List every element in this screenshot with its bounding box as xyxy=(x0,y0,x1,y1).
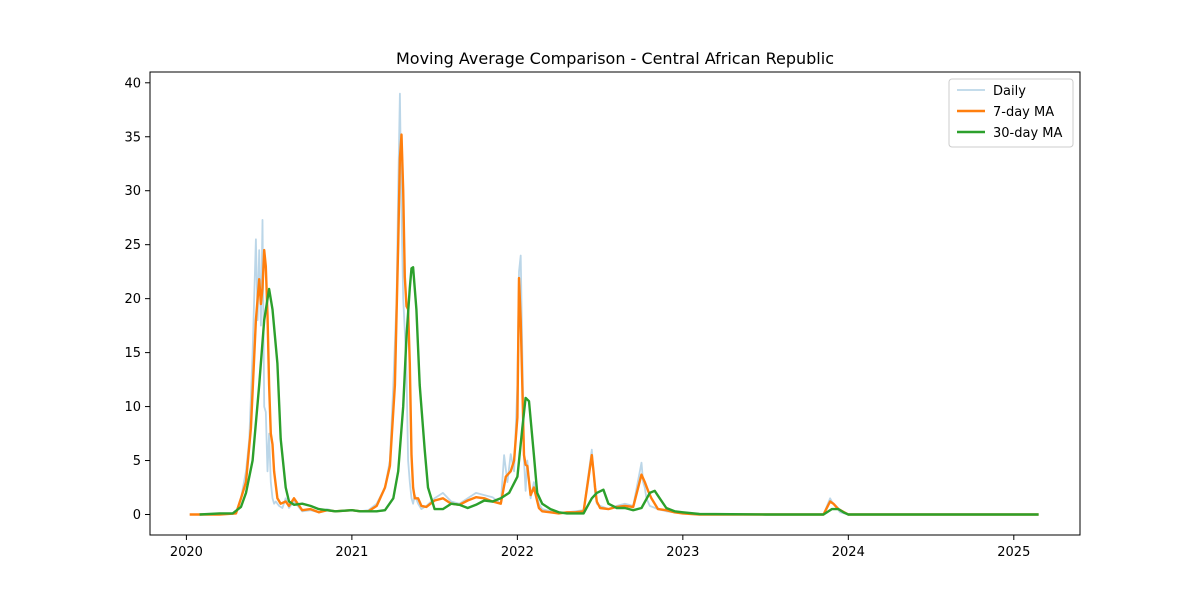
y-tick-label: 0 xyxy=(133,508,141,523)
y-tick-label: 5 xyxy=(133,454,141,469)
chart-title: Moving Average Comparison - Central Afri… xyxy=(396,49,834,68)
x-tick-label: 2020 xyxy=(170,545,203,560)
y-tick-label: 35 xyxy=(124,130,141,145)
series-line-30-day-ma xyxy=(199,266,1039,516)
x-axis: 2020 2021 2022 2023 2024 2025 xyxy=(170,535,1030,560)
y-axis: 0 5 10 15 20 25 30 35 40 xyxy=(124,76,150,523)
x-tick-label: 2021 xyxy=(335,545,368,560)
y-tick-label: 25 xyxy=(124,238,141,253)
x-tick-label: 2023 xyxy=(666,545,699,560)
legend-box xyxy=(948,78,1074,148)
legend: Daily 7-day MA 30-day MA xyxy=(948,78,1074,148)
legend-label-30-day-ma: 30-day MA xyxy=(993,126,1062,141)
y-tick-label: 30 xyxy=(124,184,141,199)
legend-label-7-day-ma: 7-day MA xyxy=(993,105,1054,120)
y-tick-label: 10 xyxy=(124,400,141,415)
series-lines xyxy=(189,92,1039,516)
series-line-daily xyxy=(189,92,1039,516)
x-tick-label: 2024 xyxy=(832,545,865,560)
y-tick-label: 20 xyxy=(124,292,141,307)
y-tick-label: 40 xyxy=(124,76,141,91)
axes-frame xyxy=(149,71,1081,536)
x-tick-label: 2022 xyxy=(501,545,534,560)
y-tick-label: 15 xyxy=(124,346,141,361)
legend-label-daily: Daily xyxy=(993,84,1026,99)
x-tick-label: 2025 xyxy=(997,545,1030,560)
